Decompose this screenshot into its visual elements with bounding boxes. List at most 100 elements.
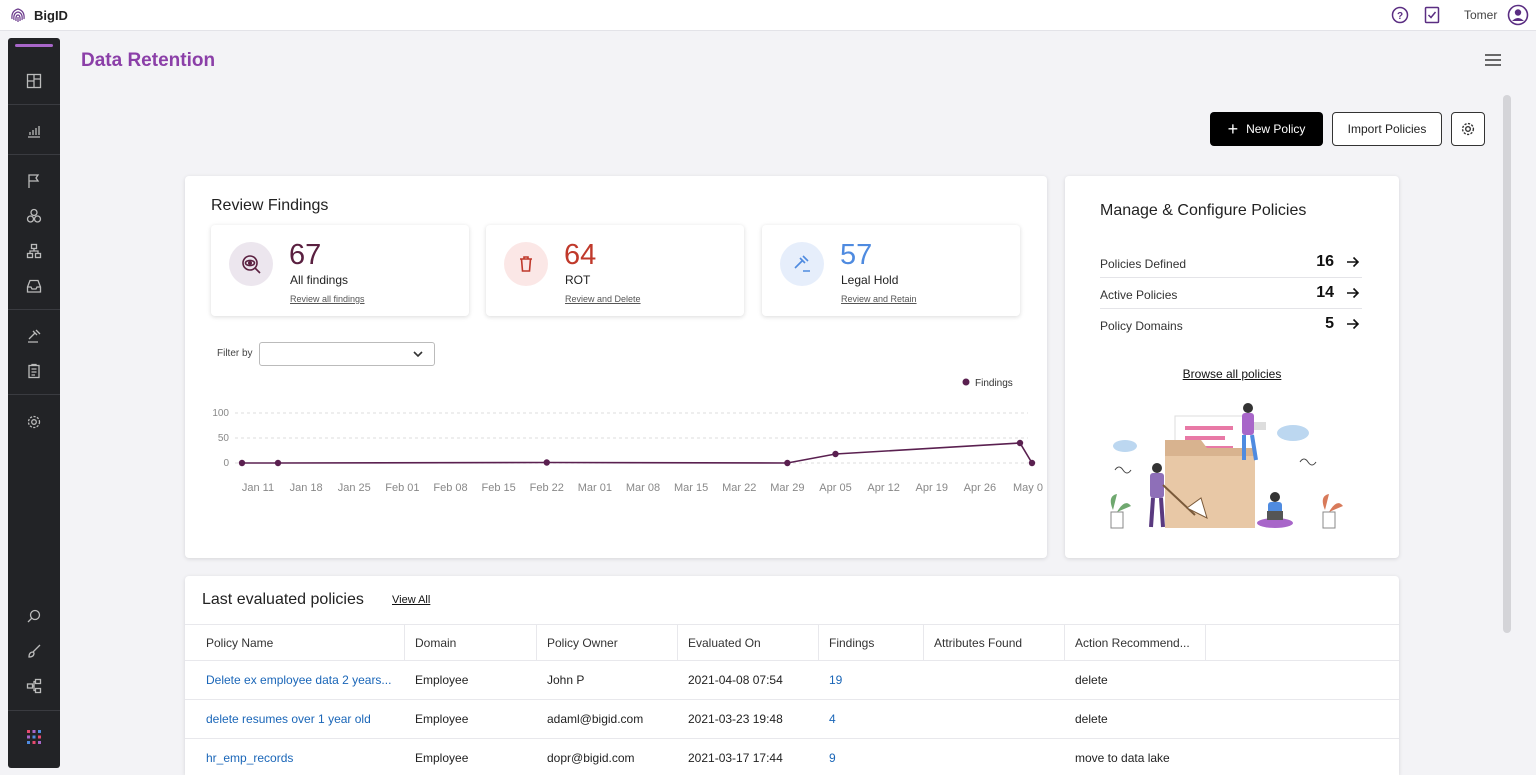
sitemap-icon[interactable] — [24, 676, 44, 696]
x-tick-label: Mar 01 — [578, 482, 612, 494]
data-point[interactable] — [832, 450, 839, 458]
column-header[interactable]: Policy Owner — [537, 625, 678, 660]
data-point[interactable] — [1028, 459, 1036, 467]
policy-domains-value: 5 — [1325, 315, 1334, 332]
x-tick-label: Feb 01 — [385, 482, 419, 494]
table-row[interactable]: Delete ex employee data 2 years... Employ… — [185, 661, 1399, 700]
x-tick-label: Apr 19 — [916, 482, 948, 494]
table-cell: adaml@bigid.com — [547, 712, 644, 726]
findings-count-link[interactable]: 4 — [829, 712, 836, 726]
chart-legend: Findings — [962, 378, 1013, 389]
x-tick-label: Apr 26 — [964, 482, 996, 494]
flag-icon[interactable] — [24, 171, 44, 191]
sidebar — [8, 38, 60, 768]
import-policies-button[interactable]: Import Policies — [1332, 112, 1442, 146]
policy-domains-row[interactable]: Policy Domains 5 — [1100, 309, 1362, 340]
policy-name-link[interactable]: Delete ex employee data 2 years... — [206, 673, 392, 687]
table-cell: delete — [1075, 673, 1108, 687]
settings-button[interactable] — [1451, 112, 1485, 146]
filter-select[interactable] — [259, 342, 435, 366]
data-point[interactable] — [274, 459, 282, 467]
policies-defined-label: Policies Defined — [1100, 257, 1187, 271]
x-tick-label: Feb 22 — [530, 482, 564, 494]
legal-hold-label: Legal Hold — [841, 273, 899, 287]
retention-icon[interactable] — [24, 326, 44, 346]
trash-icon — [504, 242, 548, 286]
logo[interactable]: BigID — [8, 5, 68, 25]
active-policies-row[interactable]: Active Policies 14 — [1100, 278, 1362, 309]
findings-count-link[interactable]: 19 — [829, 673, 843, 687]
policy-domains-label: Policy Domains — [1100, 319, 1183, 333]
data-point[interactable] — [238, 459, 246, 467]
arrow-right-icon[interactable] — [1346, 286, 1360, 300]
apps-grid-icon[interactable] — [24, 727, 44, 747]
findings-chart: 0 50 100 Jan 11 Jan 18 Jan 25 Feb 01 Feb 08 Feb… — [212, 378, 1043, 494]
column-header[interactable]: Findings — [819, 625, 924, 660]
last-evaluated-policies-title: Last evaluated policies — [202, 591, 364, 608]
menu-icon[interactable] — [1484, 53, 1502, 67]
table-cell: 2021-03-23 19:48 — [688, 712, 783, 726]
avatar-icon[interactable] — [1507, 4, 1529, 26]
new-policy-button[interactable]: + New Policy — [1210, 112, 1323, 146]
brush-icon[interactable] — [24, 641, 44, 661]
rot-card[interactable]: 64 ROT Review and Delete — [486, 225, 744, 316]
column-header[interactable]: Domain — [405, 625, 537, 660]
data-point[interactable] — [784, 459, 791, 467]
x-tick-label: Jan 18 — [290, 482, 323, 494]
reports-icon[interactable] — [24, 121, 44, 141]
arrow-right-icon[interactable] — [1346, 317, 1360, 331]
policy-name-link[interactable]: hr_emp_records — [206, 751, 294, 765]
rot-count: 64 — [564, 239, 597, 271]
catalog-icon[interactable] — [24, 206, 44, 226]
page-scrollbar[interactable] — [1503, 95, 1511, 633]
table-cell: 2021-04-08 07:54 — [688, 673, 783, 687]
column-header[interactable]: Evaluated On — [678, 625, 819, 660]
plus-icon: + — [1227, 119, 1239, 139]
dashboard-icon[interactable] — [24, 71, 44, 91]
x-tick-label: Mar 15 — [674, 482, 708, 494]
hierarchy-icon[interactable] — [24, 241, 44, 261]
sidebar-accent — [15, 44, 53, 47]
findings-series-line — [242, 442, 1033, 464]
table-row[interactable]: delete resumes over 1 year old Employee ad… — [185, 700, 1399, 739]
x-tick-label: Feb 08 — [433, 482, 467, 494]
inbox-icon[interactable] — [24, 276, 44, 296]
settings-icon[interactable] — [24, 412, 44, 432]
last-evaluated-policies-card: Last evaluated policies View All Policy … — [185, 576, 1399, 775]
tasks-icon[interactable] — [1424, 6, 1440, 24]
chevron-down-icon — [413, 351, 423, 358]
browse-all-policies-link[interactable]: Browse all policies — [1182, 367, 1282, 381]
gavel-icon — [780, 242, 824, 286]
legal-hold-card[interactable]: 57 Legal Hold Review and Retain — [762, 225, 1020, 316]
all-findings-card[interactable]: 67 All findings Review all findings — [211, 225, 469, 316]
review-and-retain-link[interactable]: Review and Retain — [841, 294, 917, 304]
table-cell — [924, 739, 1065, 775]
review-and-delete-link[interactable]: Review and Delete — [565, 294, 641, 304]
table-cell: John P — [547, 673, 585, 687]
y-tick-label: 50 — [218, 433, 230, 444]
top-bar: BigID ? Tomer — [0, 0, 1536, 31]
x-tick-label: Apr 05 — [819, 482, 851, 494]
active-policies-label: Active Policies — [1100, 288, 1178, 302]
clipboard-icon[interactable] — [24, 361, 44, 381]
user-name[interactable]: Tomer — [1464, 8, 1498, 22]
table-cell — [924, 700, 1065, 738]
policies-defined-row[interactable]: Policies Defined 16 — [1100, 247, 1362, 278]
table-cell: delete — [1075, 712, 1108, 726]
help-icon[interactable]: ? — [1391, 6, 1409, 24]
view-all-link[interactable]: View All — [392, 594, 431, 606]
data-point[interactable] — [543, 459, 550, 466]
review-all-findings-link[interactable]: Review all findings — [290, 294, 365, 304]
column-header[interactable]: Attributes Found — [924, 625, 1065, 660]
sidebar-divider — [8, 154, 60, 155]
search-data-icon[interactable] — [24, 606, 44, 626]
policy-name-link[interactable]: delete resumes over 1 year old — [206, 712, 371, 726]
arrow-right-icon[interactable] — [1346, 255, 1360, 269]
column-header[interactable]: Action Recommend... — [1065, 625, 1206, 660]
eye-search-icon — [229, 242, 273, 286]
logo-text: BigID — [34, 7, 68, 23]
findings-count-link[interactable]: 9 — [829, 751, 836, 765]
table-row[interactable]: hr_emp_records Employee dopr@bigid.com 2021… — [185, 739, 1399, 775]
data-point[interactable] — [1016, 439, 1024, 447]
column-header[interactable]: Policy Name — [196, 625, 405, 660]
